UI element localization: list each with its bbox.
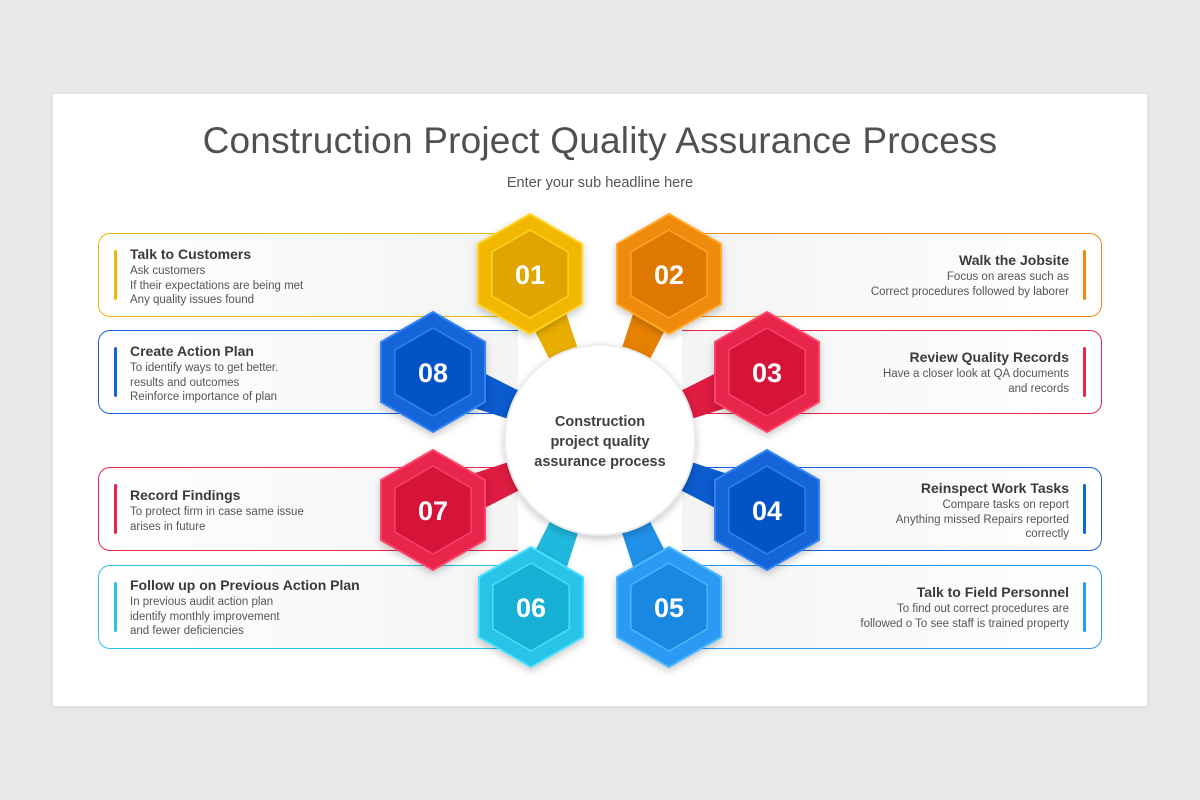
hexagon-inner bbox=[394, 465, 472, 555]
step-number: 06 bbox=[516, 593, 546, 623]
step-heading: Review Quality Records bbox=[909, 349, 1069, 365]
card-accent-bar bbox=[114, 347, 117, 397]
step-description: Focus on areas such as Correct procedure… bbox=[871, 270, 1069, 299]
step-card-06: Follow up on Previous Action Plan In pre… bbox=[98, 565, 518, 649]
step-line: Any quality issues found bbox=[130, 294, 255, 306]
step-description: To identify ways to get better. results … bbox=[130, 361, 278, 405]
step-heading: Talk to Customers bbox=[130, 246, 252, 262]
step-line: To protect firm in case same issue bbox=[130, 506, 304, 518]
step-number: 07 bbox=[418, 496, 448, 526]
step-description: Compare tasks on report Anything missed … bbox=[896, 498, 1069, 542]
hexagon-step-07: 07 bbox=[380, 449, 532, 571]
step-line: Ask customers bbox=[130, 265, 206, 277]
page-title: Construction Project Quality Assurance P… bbox=[202, 120, 998, 161]
step-line: Have a closer look at QA documents bbox=[882, 368, 1069, 380]
center-circle bbox=[504, 344, 696, 536]
card-accent-bar bbox=[1083, 484, 1086, 534]
step-line: Reinforce importance of plan bbox=[130, 391, 278, 403]
step-number: 08 bbox=[418, 358, 448, 388]
step-description: To find out correct procedures are follo… bbox=[860, 602, 1069, 631]
card-accent-bar bbox=[114, 250, 117, 300]
hexagon-inner bbox=[630, 229, 708, 319]
hexagon-step-05: 05 bbox=[616, 508, 722, 668]
hexagon-inner bbox=[394, 327, 472, 417]
step-line: To identify ways to get better. bbox=[130, 362, 279, 374]
hexagon-inner bbox=[491, 229, 569, 319]
card-accent-bar bbox=[114, 582, 117, 632]
step-heading: Create Action Plan bbox=[130, 343, 254, 359]
step-line: To find out correct procedures are bbox=[897, 603, 1069, 615]
card-accent-bar bbox=[1083, 250, 1086, 300]
step-line: followed o To see staff is trained prope… bbox=[860, 617, 1069, 630]
step-heading: Follow up on Previous Action Plan bbox=[130, 577, 360, 593]
step-line: In previous audit action plan bbox=[130, 596, 274, 608]
hexagon-step-06: 06 bbox=[478, 508, 584, 668]
center-line: Construction bbox=[554, 414, 646, 430]
step-description: To protect firm in case same issue arise… bbox=[130, 505, 304, 534]
step-line: and records bbox=[1008, 382, 1069, 395]
step-line: results and outcomes bbox=[130, 376, 240, 389]
step-line: and fewer deficiencies bbox=[130, 625, 244, 637]
hexagon-step-08: 08 bbox=[380, 311, 532, 433]
center-line: assurance process bbox=[534, 454, 666, 470]
hexagon-inner bbox=[728, 465, 806, 555]
step-line: Focus on areas such as bbox=[946, 271, 1069, 283]
step-line: Anything missed Repairs reported bbox=[895, 513, 1069, 526]
step-description: Have a closer look at QA documents and r… bbox=[883, 367, 1069, 396]
card-accent-bar bbox=[1083, 582, 1086, 632]
card-accent-bar bbox=[1083, 347, 1086, 397]
step-card-02: Walk the Jobsite Focus on areas such as … bbox=[682, 233, 1102, 317]
step-number: 05 bbox=[654, 593, 684, 623]
hexagon-step-03: 03 bbox=[668, 311, 820, 433]
step-card-01: Talk to Customers Ask customers If their… bbox=[98, 233, 518, 317]
step-line: correctly bbox=[1025, 528, 1069, 540]
step-card-05: Talk to Field Personnel To find out corr… bbox=[682, 565, 1102, 649]
step-number: 01 bbox=[515, 260, 545, 290]
step-number: 02 bbox=[654, 260, 684, 290]
step-heading: Talk to Field Personnel bbox=[916, 584, 1069, 600]
hexagon-inner bbox=[728, 327, 806, 417]
step-line: identify monthly improvement bbox=[130, 610, 280, 623]
step-number: 04 bbox=[752, 496, 782, 526]
hexagon-step-04: 04 bbox=[668, 449, 820, 571]
step-line: Correct procedures followed by laborer bbox=[870, 285, 1069, 298]
step-heading: Walk the Jobsite bbox=[959, 252, 1069, 268]
hexagon-step-01: 01 bbox=[477, 213, 583, 372]
card-accent-bar bbox=[114, 484, 117, 534]
center-line: project quality bbox=[550, 434, 650, 450]
page-subtitle: Enter your sub headline here bbox=[506, 175, 694, 191]
hexagon-step-02: 02 bbox=[616, 213, 722, 372]
step-description: In previous audit action plan identify m… bbox=[130, 595, 280, 639]
step-description: Ask customers If their expectations are … bbox=[130, 264, 303, 308]
step-number: 03 bbox=[752, 358, 782, 388]
center-label: Construction project quality assurance p… bbox=[510, 412, 690, 472]
step-line: arises in future bbox=[130, 520, 206, 533]
step-line: If their expectations are being met bbox=[130, 279, 304, 292]
step-heading: Reinspect Work Tasks bbox=[920, 480, 1069, 496]
step-line: Compare tasks on report bbox=[942, 499, 1069, 511]
hexagon-inner bbox=[492, 562, 570, 652]
hexagon-inner bbox=[630, 562, 708, 652]
step-heading: Record Findings bbox=[130, 487, 241, 503]
